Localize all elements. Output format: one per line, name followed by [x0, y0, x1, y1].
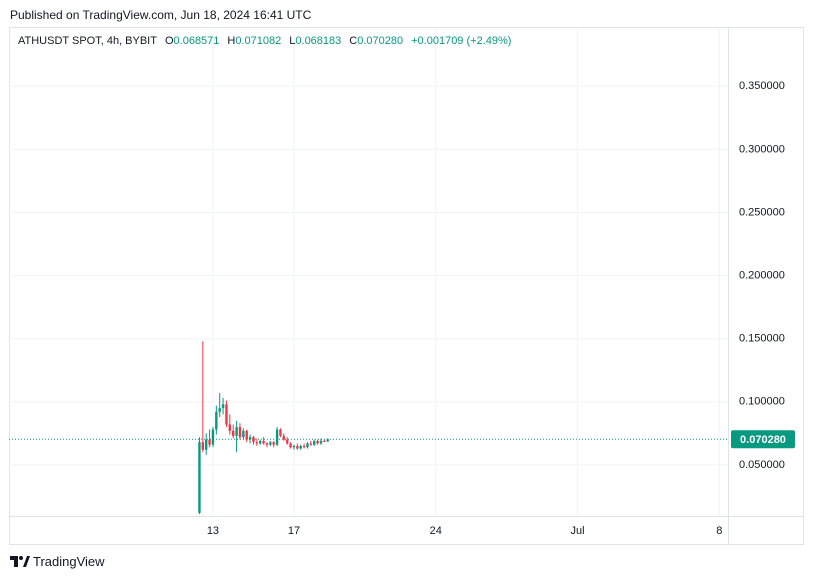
- candle-body: [259, 440, 262, 444]
- y-tick-label: 0.200000: [739, 270, 785, 282]
- y-tick-label: 0.250000: [739, 206, 785, 218]
- candle-body: [205, 439, 208, 450]
- candle-body: [218, 408, 221, 412]
- candle-body: [319, 440, 323, 444]
- y-tick-label: 0.350000: [739, 80, 785, 92]
- x-tick-label: 8: [716, 525, 722, 537]
- candle-body: [198, 442, 201, 513]
- candle-body: [235, 427, 238, 436]
- candle-body: [289, 443, 292, 448]
- x-tick-label: 24: [430, 525, 442, 537]
- candle-body: [248, 437, 252, 440]
- x-tick-label: 17: [288, 525, 300, 537]
- candle-body: [275, 429, 279, 445]
- candle-body: [245, 430, 248, 440]
- candle-body: [221, 404, 225, 409]
- candle-body: [228, 424, 232, 431]
- candle-body: [313, 440, 316, 445]
- candle-body: [286, 439, 289, 444]
- ohlc-value: 0.068571: [173, 35, 220, 47]
- symbol: ATHUSDT SPOT, 4h, BYBIT: [18, 35, 157, 47]
- candle-body: [299, 445, 302, 449]
- published-note: Published on TradingView.com, Jun 18, 20…: [10, 8, 312, 22]
- tv-logo: [10, 556, 30, 567]
- ohlc-key: H: [227, 35, 236, 47]
- candle-body: [323, 440, 326, 442]
- candle-body: [279, 429, 282, 436]
- candle-body: [316, 440, 319, 444]
- legend: ATHUSDT SPOT, 4h, BYBIT O0.068571 H0.07108…: [18, 35, 519, 47]
- candle-body: [252, 437, 255, 443]
- candle-body: [302, 445, 306, 448]
- last-price-label: 0.070280: [740, 434, 786, 446]
- candle-body: [272, 442, 275, 445]
- ohlc-key: C: [349, 35, 358, 47]
- candle-body: [269, 442, 272, 445]
- candle-body: [262, 440, 265, 444]
- y-tick-label: 0.150000: [739, 333, 785, 345]
- last-price-box: [731, 430, 795, 449]
- ohlc-value: 0.071082: [235, 35, 282, 47]
- candle-body: [306, 443, 309, 448]
- candle-body: [242, 430, 245, 438]
- candle-body: [208, 439, 211, 445]
- candle-body: [211, 429, 215, 445]
- chart-frame: [9, 27, 804, 545]
- candle-body: [215, 411, 218, 430]
- y-tick-label: 0.300000: [739, 143, 785, 155]
- candle-body: [238, 427, 242, 438]
- change: +0.001709 (+2.49%): [411, 35, 512, 47]
- x-tick-label: 13: [207, 525, 219, 537]
- candle-body: [326, 439, 329, 442]
- ohlc-key: O: [164, 35, 174, 47]
- candle-body: [265, 443, 269, 445]
- y-tick-label: 0.050000: [739, 459, 785, 471]
- candle-body: [255, 442, 259, 444]
- candle-body: [232, 430, 235, 436]
- brand: TradingView: [33, 554, 105, 569]
- candle-body: [201, 442, 205, 450]
- x-tick-label: Jul: [570, 525, 584, 537]
- candle-body: [225, 404, 228, 425]
- candle-body: [296, 445, 299, 449]
- y-tick-label: 0.100000: [739, 396, 785, 408]
- candle-body: [292, 445, 296, 448]
- candle-body: [282, 435, 286, 440]
- ohlc-value: 0.070280: [357, 35, 404, 47]
- ohlc-key: L: [289, 35, 296, 47]
- ohlc-value: 0.068183: [295, 35, 342, 47]
- candle-body: [309, 443, 313, 445]
